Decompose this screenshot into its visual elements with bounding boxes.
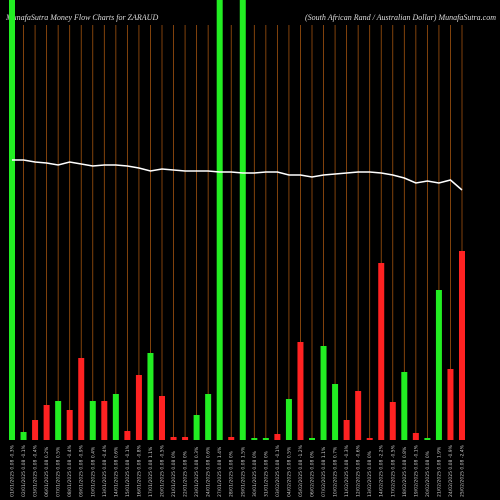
bar: [459, 251, 465, 440]
x-tick-label: 16/01/2025 0.08 -0.8%: [136, 444, 142, 497]
bar: [332, 384, 339, 440]
bar: [274, 434, 281, 440]
x-tick-label: 15/01/2025 0.08 -0.1%: [125, 444, 131, 497]
bar: [216, 0, 223, 440]
x-tick-label: 01/01/2025 0.08 -0.3%: [10, 444, 16, 497]
bar: [447, 369, 454, 440]
bar: [389, 402, 396, 440]
x-tick-label: 13/01/2025 0.08 -0.4%: [102, 444, 108, 497]
bar: [124, 431, 131, 440]
x-tick-label: 10/01/2025 0.08 0.4%: [90, 446, 96, 497]
bar: [355, 391, 362, 440]
bar: [424, 438, 431, 440]
bar: [89, 401, 96, 440]
bar: [43, 405, 50, 440]
x-tick-label: 17/02/2025 0.08 -0.5%: [390, 444, 396, 497]
bar: [78, 358, 85, 440]
x-tick-label: 20/01/2025 0.08 -0.5%: [160, 444, 166, 497]
bar: [378, 263, 385, 440]
x-tick-label: 29/01/2025 0.08 1.5%: [240, 446, 246, 497]
x-tick-label: 17/01/2025 0.08 1.1%: [148, 446, 154, 497]
bar: [228, 437, 235, 440]
x-tick-label: 06/02/2025 0.08 0%: [310, 450, 316, 497]
bar: [193, 415, 200, 440]
x-tick-label: 21/01/2025 0.08 0%: [171, 450, 177, 497]
x-tick-label: 14/02/2025 0.08 -2.2%: [379, 444, 385, 497]
x-tick-label: 02/01/2025 0.08 -0.1%: [21, 444, 27, 497]
bar: [20, 432, 27, 440]
bar: [32, 420, 39, 440]
x-tick-label: 11/02/2025 0.08 -0.3%: [344, 444, 350, 497]
price-line: [12, 159, 463, 191]
bar: [343, 420, 350, 440]
chart-subtitle: (South African Rand / Australian Dollar)…: [305, 13, 496, 22]
bar: [66, 410, 73, 440]
bar: [112, 394, 119, 440]
bar: [9, 0, 15, 440]
x-tick-label: 23/01/2025 0.08 0.3%: [194, 446, 200, 497]
x-tick-label: 03/01/2025 0.08 -0.4%: [33, 444, 39, 497]
x-tick-label: 27/01/2025 0.08 1.4%: [217, 446, 223, 497]
bar: [205, 394, 212, 440]
bar: [251, 438, 258, 440]
x-tick-label: 12/02/2025 0.08 -0.6%: [356, 444, 362, 497]
x-tick-label: 24/02/2025 0.08 -0.9%: [448, 444, 454, 497]
bar: [170, 437, 177, 440]
x-tick-label: 10/02/2025 0.08 0.7%: [333, 446, 339, 497]
x-tick-label: 03/02/2025 0.08 -0.1%: [275, 444, 281, 497]
x-tick-label: 06/01/2025 0.08 0.2%: [44, 446, 50, 497]
x-tick-label: 05/02/2025 0.08 -1.2%: [298, 444, 304, 497]
bar: [285, 399, 292, 440]
bar: [297, 342, 304, 440]
x-tick-label: 21/02/2025 0.08 1.9%: [436, 446, 442, 497]
bar: [412, 433, 419, 440]
bar: [435, 290, 442, 440]
bar: [262, 438, 269, 440]
bar: [366, 438, 373, 440]
bar: [401, 372, 408, 440]
x-tick-label: 07/02/2025 0.08 1.1%: [321, 446, 327, 497]
x-tick-label: 09/01/2025 0.08 -0.9%: [79, 444, 85, 497]
x-tick-label: 18/02/2025 0.08 0.8%: [402, 446, 408, 497]
x-tick-label: 04/02/2025 0.08 0.5%: [286, 446, 292, 497]
bar: [239, 0, 246, 440]
bar: [182, 437, 189, 440]
x-tick-label: 24/01/2025 0.08 0.6%: [206, 446, 212, 497]
bar: [309, 438, 315, 440]
bar: [159, 396, 165, 440]
x-tick-label: 13/02/2025 0.08 0%: [367, 450, 373, 497]
x-tick-label: 22/01/2025 0.08 0%: [183, 450, 189, 497]
bar: [320, 346, 327, 440]
x-tick-label: 07/01/2025 0.08 0.5%: [56, 446, 62, 497]
bar: [147, 353, 154, 440]
bar: [55, 401, 62, 440]
x-tick-label: 19/02/2025 0.08 -0.1%: [413, 444, 419, 497]
x-tick-label: 25/02/2025 0.08 -2.4%: [460, 444, 466, 497]
bar: [101, 401, 108, 440]
x-tick-label: 30/01/2025 0.08 0%: [252, 450, 258, 497]
x-tick-label: 08/01/2025 0.08 -0.4%: [67, 444, 73, 497]
bar: [135, 375, 142, 440]
x-tick-label: 31/01/2025 0.08 0%: [263, 450, 269, 497]
x-tick-label: 28/01/2025 0.08 0%: [229, 450, 235, 497]
x-tick-label: 14/01/2025 0.08 0.6%: [113, 446, 119, 497]
chart-title: MunafaSutra Money Flow Charts for ZARAUD: [5, 13, 158, 22]
x-tick-label: 20/02/2025 0.08 0%: [425, 450, 431, 497]
